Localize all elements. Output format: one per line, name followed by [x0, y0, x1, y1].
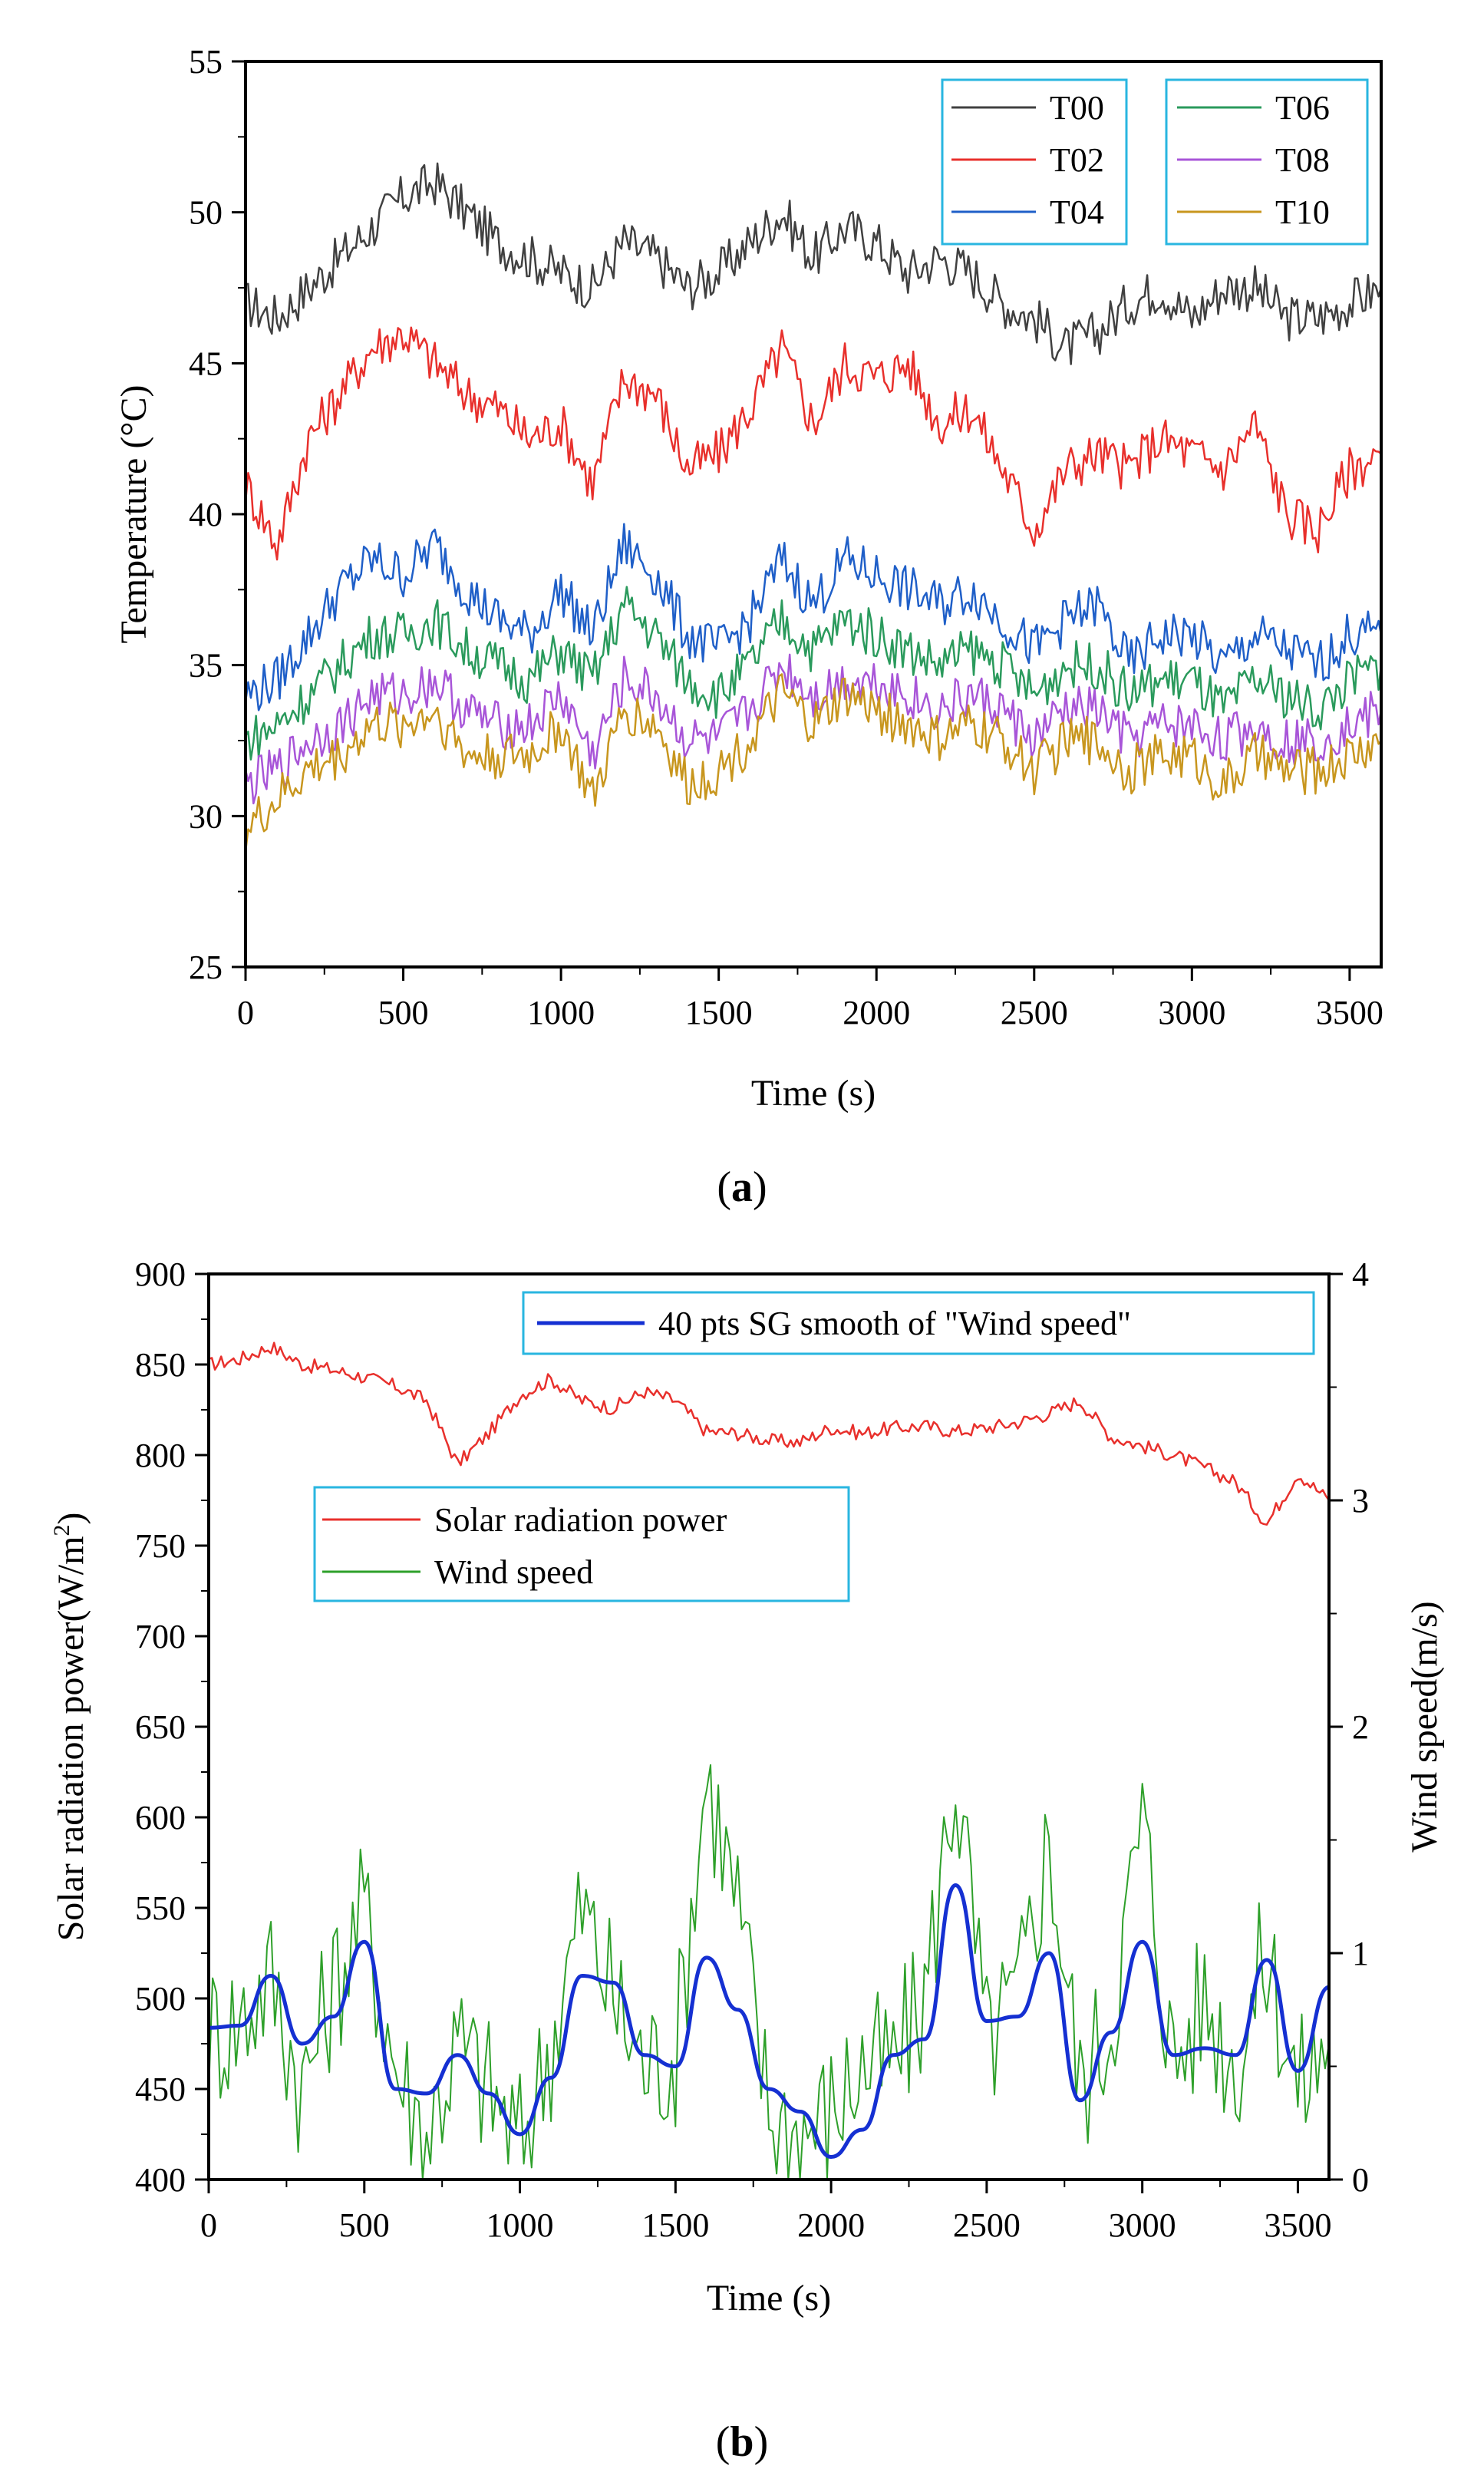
- panel-b-legend-box-main: [313, 1486, 850, 1602]
- panel-b-series-wind-speed: [209, 1764, 1329, 2180]
- panel-a-legend: T00 T02 T04 T06 T08 T10: [941, 78, 1369, 246]
- panel-b-y-right-tick-label: 4: [1352, 1256, 1369, 1293]
- panel-a-x-tick-label: 3500: [1316, 994, 1383, 1031]
- panel-b-axis-ticks: 0 500 1000 1500 2000 2500 3000 3500 400 450 500 550…: [135, 1256, 1369, 2244]
- panel-b-x-tick-label: 2500: [953, 2206, 1021, 2244]
- panel-b-x-tick-label: 2000: [797, 2206, 865, 2244]
- panel-a-legend-label: T04: [1050, 193, 1104, 231]
- panel-b-y-tick-label: 800: [135, 1437, 186, 1474]
- panel-b-x-tick-label: 0: [200, 2206, 217, 2244]
- panel-b-legend-label-solar: Solar radiation power: [434, 1501, 727, 1539]
- panel-a-series-t04: [246, 523, 1381, 711]
- panel-a-temperature-chart: 0 500 1000 1500 2000 2500 3000 3500 25 30 35 40 45 50…: [114, 43, 1383, 1211]
- panel-b-series-clip: [209, 1341, 1329, 2180]
- panel-a-y-tick-label: 45: [189, 345, 223, 382]
- panel-a-legend-label: T02: [1050, 141, 1104, 179]
- panel-b-legend: 40 pts SG smooth of "Wind speed" Solar ra…: [313, 1291, 1315, 1602]
- panel-a-legend-label: T08: [1275, 141, 1330, 179]
- panel-b-y-tick-label: 400: [135, 2161, 186, 2199]
- panel-b-x-axis-title: Time (s): [707, 2278, 831, 2318]
- panel-a-series-clip: [246, 162, 1381, 853]
- panel-b-label: (b): [716, 2418, 768, 2466]
- panel-b-y-tick-label: 600: [135, 1799, 186, 1836]
- panel-a-axis-ticks: 0 500 1000 1500 2000 2500 3000 3500 25 30 35 40 45 50…: [189, 43, 1383, 1031]
- panel-a-y-tick-label: 55: [189, 43, 223, 81]
- panel-a-series-t06: [246, 586, 1381, 761]
- panel-b-legend-box-smooth: [522, 1291, 1315, 1355]
- panel-b-y-tick-label: 750: [135, 1527, 186, 1565]
- panel-b-left-axis-title-sup: 2: [49, 1525, 74, 1536]
- panel-a-y-axis-title: Temperature (°C): [114, 384, 154, 643]
- panel-b-y-right-tick-label: 3: [1352, 1482, 1369, 1520]
- panel-b-y-tick-label: 900: [135, 1256, 186, 1293]
- panel-b-series-lines: [209, 1341, 1329, 2180]
- panel-b-y-tick-label: 850: [135, 1346, 186, 1384]
- panel-b-left-axis-title-close: ): [51, 1513, 91, 1525]
- panel-a-series-t10: [246, 673, 1381, 853]
- panel-b-left-axis-title-text: Solar radiation power(W/m: [51, 1536, 91, 1942]
- panel-b-legend-label-smooth: 40 pts SG smooth of "Wind speed": [658, 1305, 1131, 1342]
- panel-b-y-tick-label: 550: [135, 1889, 186, 1927]
- panel-b-x-tick-label: 1000: [486, 2206, 554, 2244]
- panel-b-y-right-tick-label: 2: [1352, 1708, 1369, 1746]
- panel-a-series-t02: [246, 326, 1381, 561]
- panel-a-legend-label: T00: [1050, 89, 1104, 127]
- panel-b-x-tick-label: 3500: [1264, 2206, 1331, 2244]
- panel-a-label: (a): [717, 1163, 767, 1211]
- panel-b-x-tick-label: 1500: [641, 2206, 709, 2244]
- panel-a-legend-label: T06: [1275, 89, 1330, 127]
- panel-a-series-t08: [246, 653, 1381, 805]
- panel-a-y-tick-label: 50: [189, 194, 223, 232]
- panel-b-y-tick-label: 450: [135, 2071, 186, 2108]
- panel-a-y-tick-label: 25: [189, 949, 223, 986]
- panel-a-y-tick-label: 40: [189, 496, 223, 533]
- panel-a-x-axis-title: Time (s): [751, 1073, 876, 1114]
- panel-a-x-tick-label: 1000: [527, 994, 595, 1031]
- panel-a-x-tick-label: 3000: [1158, 994, 1225, 1031]
- panel-b-legend-label-wind: Wind speed: [434, 1553, 593, 1591]
- panel-a-x-tick-label: 0: [237, 994, 254, 1031]
- panel-a-legend-box-right: [1165, 78, 1369, 246]
- panel-b-y-tick-label: 700: [135, 1618, 186, 1655]
- panel-b-solar-wind-chart: 0 500 1000 1500 2000 2500 3000 3500 400 450 500 550…: [49, 1256, 1445, 2466]
- panel-b-y-tick-label: 650: [135, 1708, 186, 1746]
- panel-b-y-right-tick-label: 1: [1352, 1935, 1369, 1972]
- panel-b-right-axis-title: Wind speed(m/s): [1404, 1601, 1445, 1852]
- panel-b-series-40-pts-sg-smooth-of-wind-speed: [209, 1883, 1329, 2159]
- panel-b-left-axis-title: Solar radiation power(W/m2): [49, 1513, 91, 1942]
- panel-b-x-tick-label: 500: [339, 2206, 390, 2244]
- panel-b-plot-frame: [207, 1272, 1331, 2181]
- panel-a-x-tick-label: 1500: [685, 994, 753, 1031]
- panel-a-series-lines: [246, 162, 1381, 853]
- panel-a-y-tick-label: 30: [189, 797, 223, 835]
- panel-a-x-tick-label: 2000: [843, 994, 910, 1031]
- panel-b-series-solar-radiation-power: [209, 1341, 1329, 1526]
- panel-a-legend-label: T10: [1275, 193, 1330, 231]
- panel-b-x-tick-label: 3000: [1109, 2206, 1176, 2244]
- panel-a-label-letter: a: [731, 1163, 753, 1211]
- panel-a-y-tick-label: 35: [189, 647, 223, 685]
- panel-a-series-t00: [246, 162, 1381, 365]
- panel-a-x-tick-label: 2500: [1001, 994, 1068, 1031]
- panel-b-y-tick-label: 500: [135, 1980, 186, 2018]
- panel-a-x-tick-label: 500: [378, 994, 429, 1031]
- panel-b-y-right-tick-label: 0: [1352, 2161, 1369, 2199]
- panel-b-label-letter: b: [730, 2418, 754, 2466]
